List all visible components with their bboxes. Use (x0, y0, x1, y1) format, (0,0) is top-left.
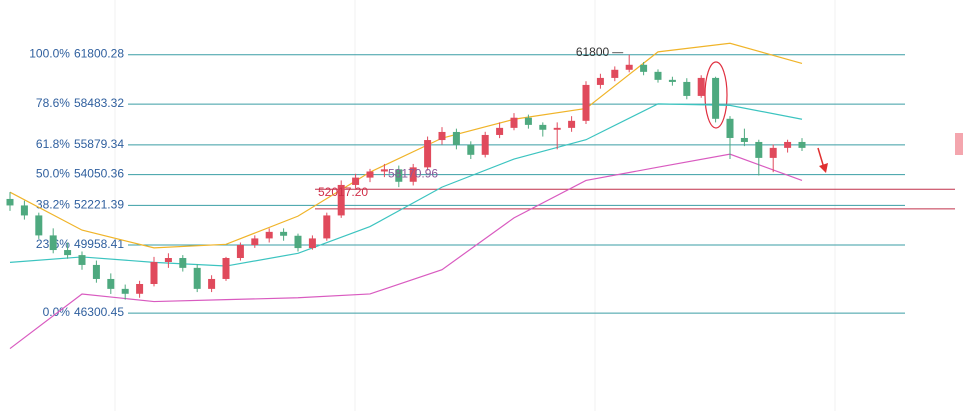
candle-body (179, 258, 187, 268)
candle-body (35, 215, 43, 236)
fib-price: 61800.28 (74, 47, 124, 61)
candle-body (222, 258, 230, 279)
candle-body (6, 198, 14, 206)
candle-body (481, 134, 489, 155)
fib-percent: 0.0% (43, 305, 71, 319)
candle-body (294, 235, 302, 249)
candle-body (107, 278, 115, 289)
fib-label: 50.0% 54050.36 (36, 167, 124, 181)
fib-label: 61.8% 55879.34 (36, 137, 124, 151)
candle-body (136, 283, 144, 294)
band-line (9, 103, 803, 267)
candle-body (265, 231, 273, 239)
candle-body (697, 77, 705, 96)
candle-body (78, 255, 86, 265)
candle-body (611, 69, 619, 78)
candle-body (784, 141, 792, 148)
fib-label: 38.2% 52221.39 (36, 198, 124, 212)
candle-body (251, 238, 259, 246)
candle-body (20, 205, 28, 216)
candle-body (208, 278, 216, 289)
fib-price: 46300.45 (74, 305, 124, 319)
arrow-head (819, 163, 828, 173)
candle-body (467, 144, 475, 155)
candle-body (668, 79, 676, 82)
fib-label: 100.0% 61800.28 (29, 47, 124, 61)
candle-body (740, 137, 748, 142)
candle-body (726, 118, 734, 138)
candle-body (452, 131, 460, 145)
candle-body (539, 124, 547, 130)
highlight-ellipse (704, 61, 728, 129)
candle-body (236, 245, 244, 259)
candle-body (164, 258, 172, 263)
candle-body (654, 71, 662, 80)
candle-body (553, 127, 561, 130)
candle-body (524, 117, 532, 125)
candle-body (193, 267, 201, 289)
fib-percent: 38.2% (36, 198, 70, 212)
price-line-label: 52017.20 (318, 185, 368, 199)
fib-percent: 78.6% (36, 96, 70, 110)
candle-body (769, 147, 777, 158)
candle-body (683, 81, 691, 96)
candle-body (308, 238, 316, 249)
candle-body (280, 231, 288, 236)
fib-label: 23.6%49958.41 (36, 237, 124, 251)
candle-body (438, 131, 446, 141)
side-handle[interactable] (955, 133, 963, 155)
price-line-label: 58170.96 (388, 166, 438, 180)
fib-price: 58483.32 (74, 96, 124, 110)
candle-body (395, 169, 403, 182)
candle-body (712, 77, 720, 119)
fib-price: 49958.41 (74, 237, 124, 251)
fib-price: 54050.36 (74, 167, 124, 181)
candle-body (625, 64, 633, 70)
candle-body (640, 64, 648, 72)
candle-body (409, 167, 417, 182)
candle-body (49, 235, 57, 251)
trend-arrow (817, 147, 828, 173)
fib-percent: 61.8% (36, 137, 70, 151)
fib-label: 0.0% 46300.45 (43, 305, 125, 319)
candle-body (798, 141, 806, 148)
high-label: 61800 (576, 45, 610, 59)
candle-body (380, 169, 388, 172)
fib-percent: 100.0% (29, 47, 70, 61)
candle-body (150, 262, 158, 284)
candle-body (121, 288, 129, 294)
candle-body (92, 264, 100, 279)
candle-body (755, 141, 763, 158)
band-line (9, 153, 803, 350)
candle-body (496, 127, 504, 135)
fib-percent: 50.0% (36, 167, 70, 181)
candle-body (366, 171, 374, 178)
fib-label: 78.6% 58483.32 (36, 96, 124, 110)
candle-body (596, 77, 604, 85)
band-line (9, 42, 803, 249)
candle-body (323, 215, 331, 239)
candle-body (424, 140, 432, 168)
candle-body (352, 177, 360, 185)
candle-body (568, 120, 576, 128)
candle-body (510, 117, 518, 128)
candle-body (582, 84, 590, 121)
fib-price: 52221.39 (74, 198, 124, 212)
candle-body (337, 184, 345, 216)
fib-price: 55879.34 (74, 137, 124, 151)
candle-body (64, 250, 72, 256)
